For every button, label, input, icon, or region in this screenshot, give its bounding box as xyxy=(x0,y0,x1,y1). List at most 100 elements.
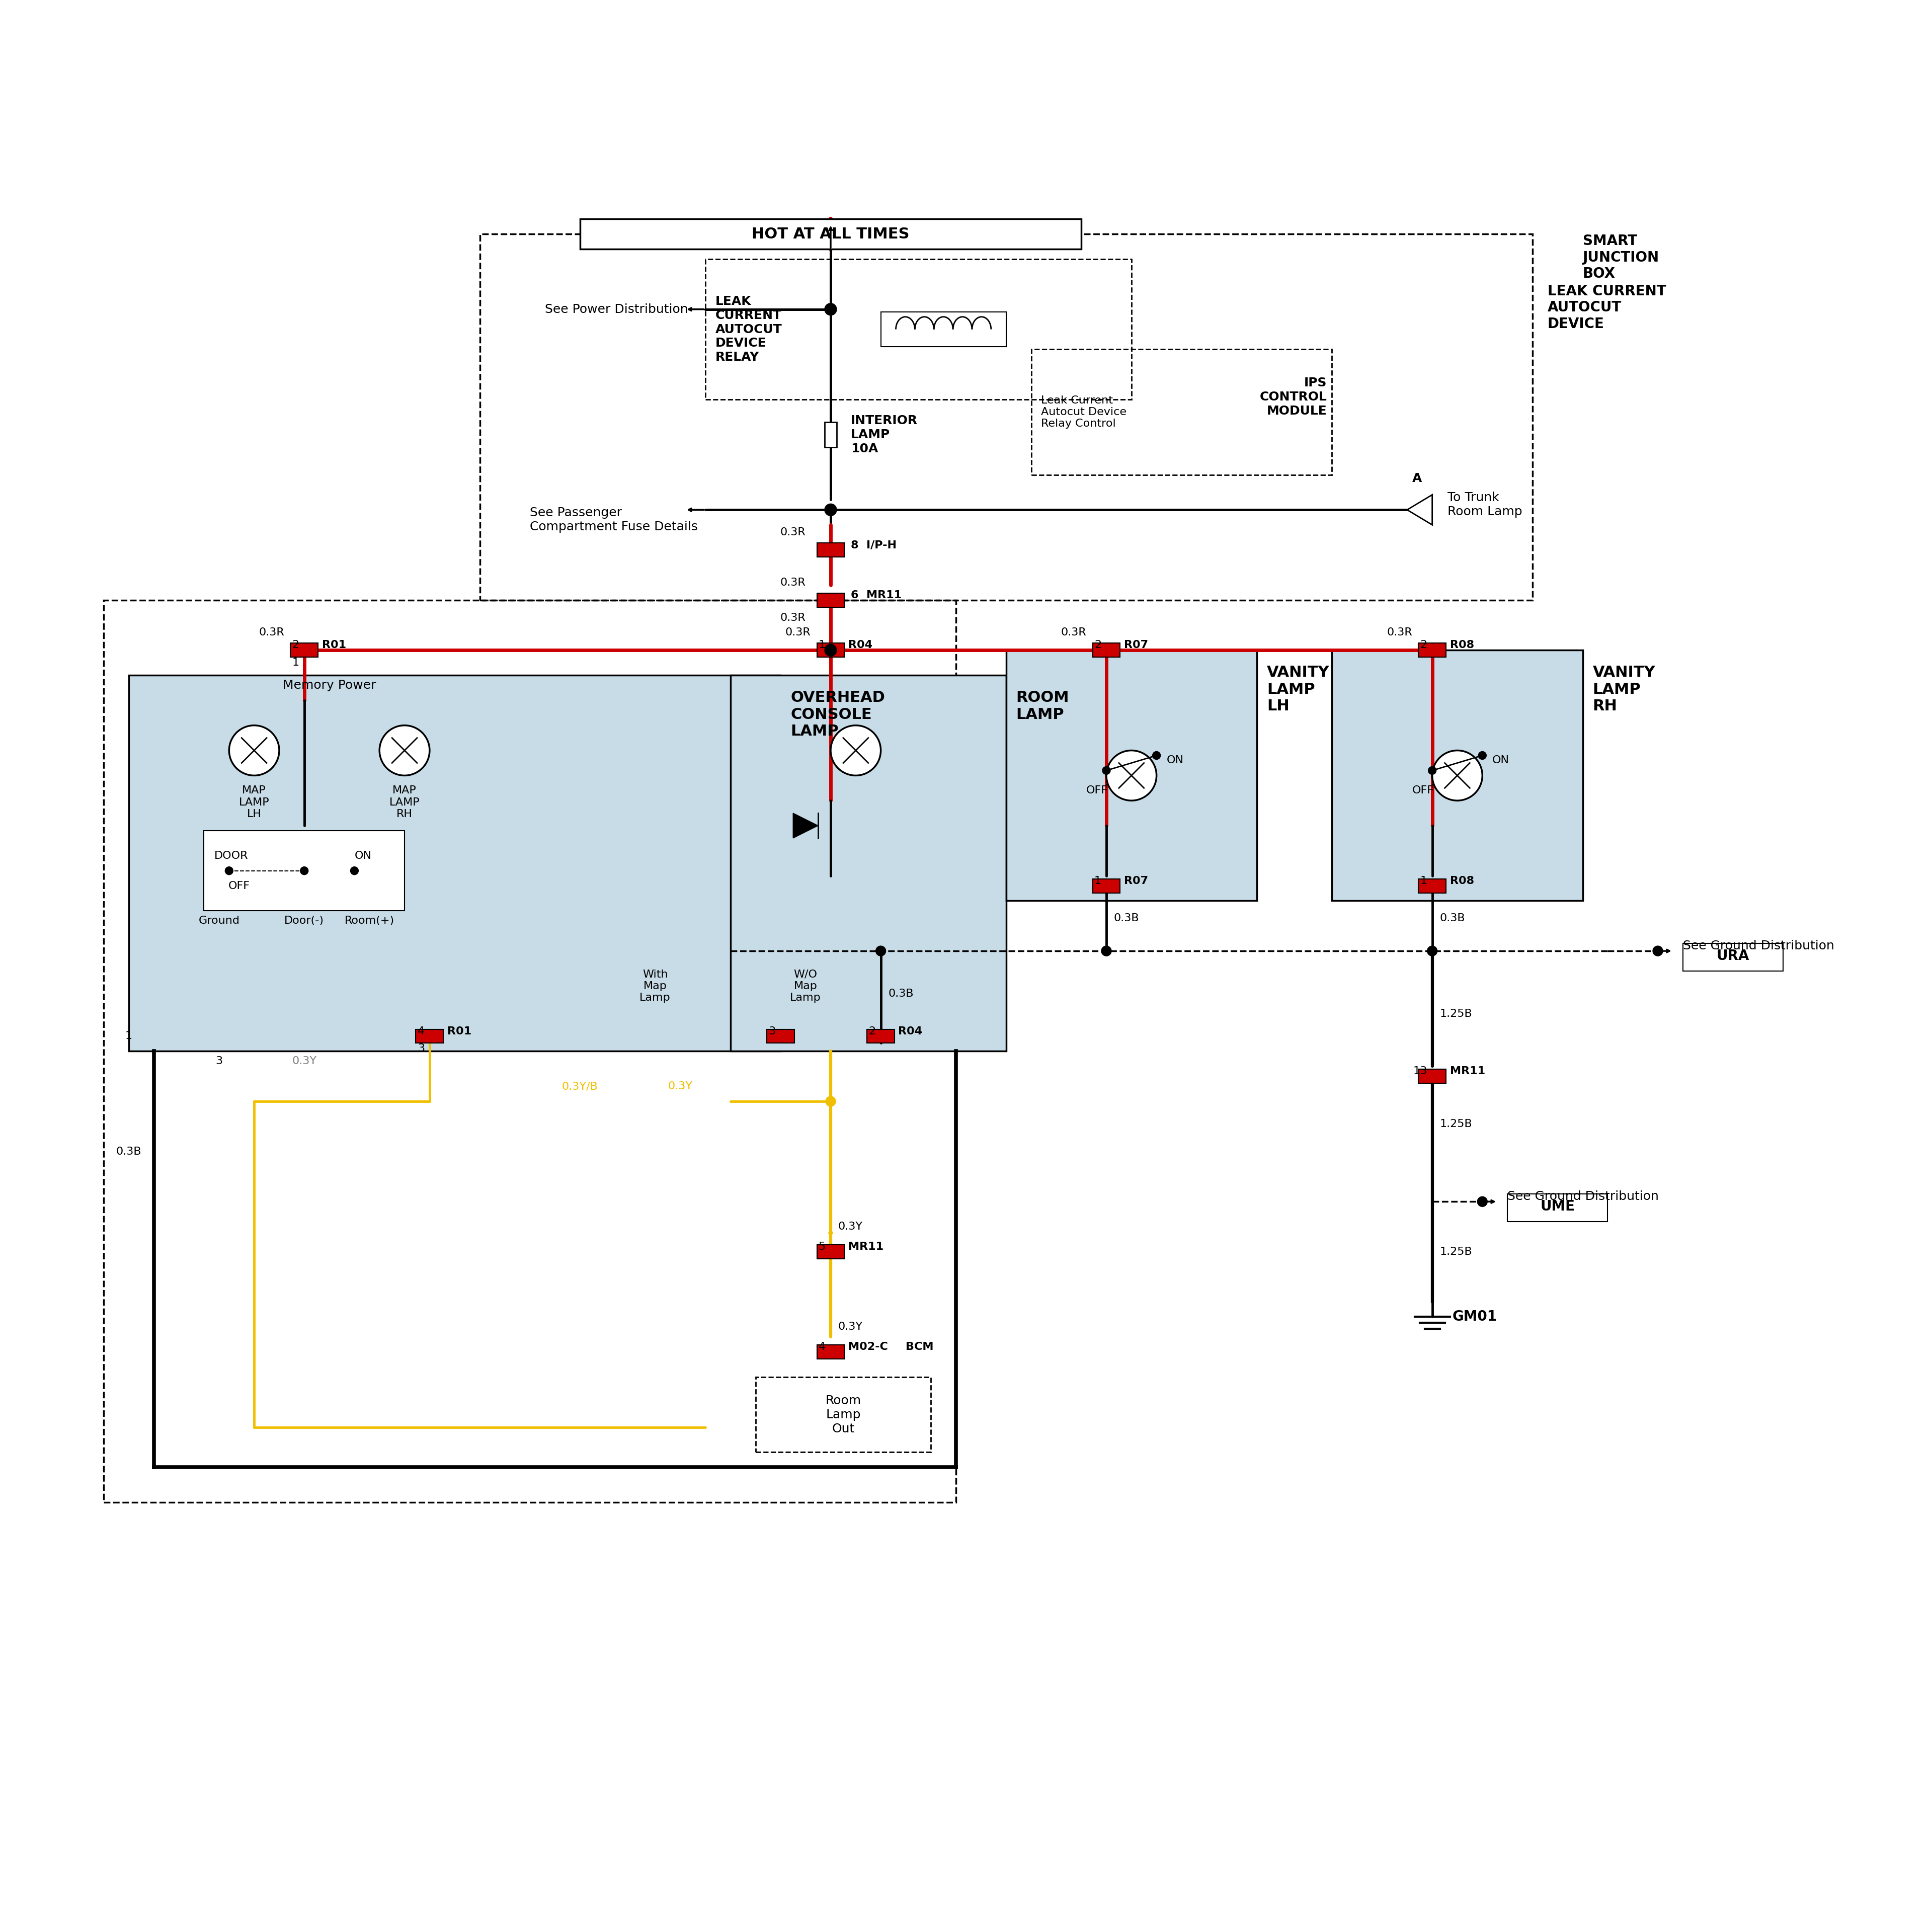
Text: 0.3R: 0.3R xyxy=(1387,628,1412,638)
Text: Memory Power: Memory Power xyxy=(282,680,377,692)
Text: 0.3R: 0.3R xyxy=(781,612,806,622)
Text: See Passenger
Compartment Fuse Details: See Passenger Compartment Fuse Details xyxy=(529,506,697,533)
Text: 1.25B: 1.25B xyxy=(1439,1246,1472,1258)
Circle shape xyxy=(350,867,359,875)
Text: R01: R01 xyxy=(446,1026,471,1036)
Bar xyxy=(1683,943,1783,972)
Circle shape xyxy=(1101,947,1111,956)
Bar xyxy=(205,831,404,910)
Circle shape xyxy=(1428,767,1435,775)
Text: R04: R04 xyxy=(848,639,873,651)
Text: LEAK CURRENT
AUTOCUT
DEVICE: LEAK CURRENT AUTOCUT DEVICE xyxy=(1548,284,1665,330)
Circle shape xyxy=(825,643,837,657)
Text: Leak Current
Autocut Device
Relay Control: Leak Current Autocut Device Relay Contro… xyxy=(1041,396,1126,429)
Text: ON: ON xyxy=(354,850,371,862)
Bar xyxy=(867,1030,895,1043)
Text: R08: R08 xyxy=(1449,875,1474,885)
Text: 13: 13 xyxy=(1412,1066,1428,1076)
Bar xyxy=(290,643,319,657)
Text: 1: 1 xyxy=(1094,875,1101,885)
Text: 1: 1 xyxy=(292,657,299,668)
Circle shape xyxy=(299,867,309,875)
Text: VANITY
LAMP
RH: VANITY LAMP RH xyxy=(1592,665,1656,713)
Text: With
Map
Lamp: With Map Lamp xyxy=(639,970,670,1003)
Text: Room(+): Room(+) xyxy=(344,916,394,925)
Bar xyxy=(1418,1068,1445,1084)
Text: 1.25B: 1.25B xyxy=(1439,1119,1472,1128)
Text: Ground: Ground xyxy=(199,916,240,925)
Text: UME: UME xyxy=(1540,1200,1575,1213)
Text: 6  MR11: 6 MR11 xyxy=(850,589,902,601)
Circle shape xyxy=(1478,1196,1488,1208)
Bar xyxy=(1507,1194,1607,1221)
Text: LEAK
CURRENT
AUTOCUT
DEVICE
RELAY: LEAK CURRENT AUTOCUT DEVICE RELAY xyxy=(715,296,782,363)
Text: OFF: OFF xyxy=(228,881,249,891)
Bar xyxy=(1418,879,1445,893)
Text: 2: 2 xyxy=(869,1026,875,1036)
Bar xyxy=(1032,350,1331,475)
Text: MAP
LAMP
LH: MAP LAMP LH xyxy=(240,786,269,819)
Text: 3: 3 xyxy=(216,1057,222,1066)
Text: 2: 2 xyxy=(292,639,299,651)
Bar xyxy=(104,601,956,1503)
Circle shape xyxy=(379,725,429,775)
Text: 8  I/P-H: 8 I/P-H xyxy=(850,539,896,551)
Text: Door(-): Door(-) xyxy=(284,916,325,925)
Circle shape xyxy=(224,867,234,875)
Bar xyxy=(580,218,1082,249)
Bar xyxy=(1094,643,1121,657)
Circle shape xyxy=(1432,750,1482,800)
Text: 0.3Y/B: 0.3Y/B xyxy=(562,1082,599,1092)
Text: 0.3B: 0.3B xyxy=(116,1146,141,1157)
Text: To Trunk
Room Lamp: To Trunk Room Lamp xyxy=(1447,493,1522,518)
Text: 4: 4 xyxy=(417,1026,425,1036)
Bar xyxy=(817,543,844,556)
Bar xyxy=(705,259,1132,400)
Text: 4: 4 xyxy=(819,1343,825,1352)
Text: R07: R07 xyxy=(1124,875,1148,885)
Text: HOT AT ALL TIMES: HOT AT ALL TIMES xyxy=(752,226,910,242)
Text: 3: 3 xyxy=(769,1026,775,1036)
Bar xyxy=(817,643,844,657)
Text: 0.3Y: 0.3Y xyxy=(292,1057,317,1066)
Text: See Power Distribution: See Power Distribution xyxy=(545,303,688,315)
Bar xyxy=(817,593,844,607)
Text: 2: 2 xyxy=(1420,639,1428,651)
Circle shape xyxy=(1478,752,1486,759)
Text: R01: R01 xyxy=(323,639,346,651)
Text: 0.3R: 0.3R xyxy=(781,578,806,587)
Bar xyxy=(1007,651,1256,900)
Text: VANITY
LAMP
LH: VANITY LAMP LH xyxy=(1267,665,1329,713)
Bar xyxy=(1418,643,1445,657)
Circle shape xyxy=(1428,947,1437,956)
Bar xyxy=(730,676,1007,1051)
Text: 0.3R: 0.3R xyxy=(259,628,284,638)
Text: Room
Lamp
Out: Room Lamp Out xyxy=(825,1395,862,1435)
Text: 0.3B: 0.3B xyxy=(1115,914,1140,923)
Text: 3: 3 xyxy=(417,1043,425,1053)
Text: W/O
Map
Lamp: W/O Map Lamp xyxy=(790,970,821,1003)
Bar xyxy=(1094,879,1121,893)
Text: 0.3Y: 0.3Y xyxy=(668,1082,692,1092)
Text: SMART
JUNCTION
BOX: SMART JUNCTION BOX xyxy=(1582,234,1660,280)
Text: MR11: MR11 xyxy=(1449,1066,1486,1076)
Text: OFF: OFF xyxy=(1086,786,1107,796)
Circle shape xyxy=(1652,947,1663,956)
Text: DOOR: DOOR xyxy=(214,850,247,862)
Text: IPS
CONTROL
MODULE: IPS CONTROL MODULE xyxy=(1260,377,1327,417)
Text: 1: 1 xyxy=(1420,875,1428,885)
Circle shape xyxy=(825,1095,837,1107)
Text: OFF: OFF xyxy=(1412,786,1434,796)
Bar xyxy=(755,1378,931,1453)
Text: 2: 2 xyxy=(1094,639,1101,651)
Bar xyxy=(825,421,837,446)
Text: 5: 5 xyxy=(819,1242,825,1252)
Circle shape xyxy=(825,303,837,315)
Text: ON: ON xyxy=(1492,755,1509,765)
Circle shape xyxy=(1153,752,1161,759)
Text: 1: 1 xyxy=(819,639,825,651)
Text: 0.3R: 0.3R xyxy=(781,527,806,537)
Text: 1: 1 xyxy=(126,1032,133,1041)
Text: R08: R08 xyxy=(1449,639,1474,651)
Bar xyxy=(1331,651,1582,900)
